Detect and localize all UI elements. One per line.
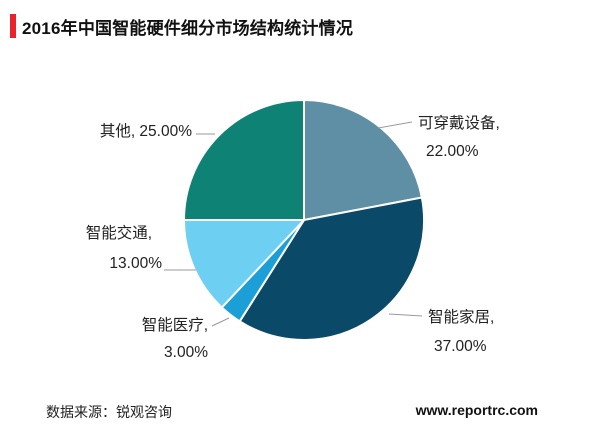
data-source-note: 数据来源：锐观咨询 <box>46 404 172 420</box>
pie-slice-2 <box>238 196 425 341</box>
slice-value-label-4: 13.00% <box>109 255 162 272</box>
title-accent-bar <box>10 14 16 38</box>
leader-line-1 <box>377 121 413 129</box>
slice-name-label-3: 智能医疗, <box>142 316 208 334</box>
slice-value-label-1: 22.00% <box>426 143 479 160</box>
slice-name-label-4: 智能交通, <box>86 224 152 242</box>
slice-name-label-2: 智能家居, <box>428 308 494 326</box>
leader-line-3 <box>211 317 230 327</box>
slice-value-label-3: 3.00% <box>164 344 208 361</box>
slice-value-label-2: 37.00% <box>434 338 487 355</box>
slice-labels: 可穿戴设备, 22.00% 智能家居, 37.00% 智能医疗, 3.00% 智能交通, 13… <box>86 114 500 361</box>
pie-slices <box>182 98 425 341</box>
chart-title: 2016年中国智能硬件细分市场结构统计情况 <box>22 18 354 38</box>
leader-lines <box>164 121 423 327</box>
pie-slice-5 <box>182 98 305 221</box>
pie-slice-4 <box>182 219 307 309</box>
chart-title-block: 2016年中国智能硬件细分市场结构统计情况 <box>10 14 353 38</box>
slice-label-5: 其他, 25.00% <box>100 122 192 140</box>
slice-name-label-1: 可穿戴设备, <box>418 114 500 132</box>
leader-line-2 <box>388 313 423 317</box>
website-link[interactable]: www.reportrc.com <box>415 402 538 418</box>
